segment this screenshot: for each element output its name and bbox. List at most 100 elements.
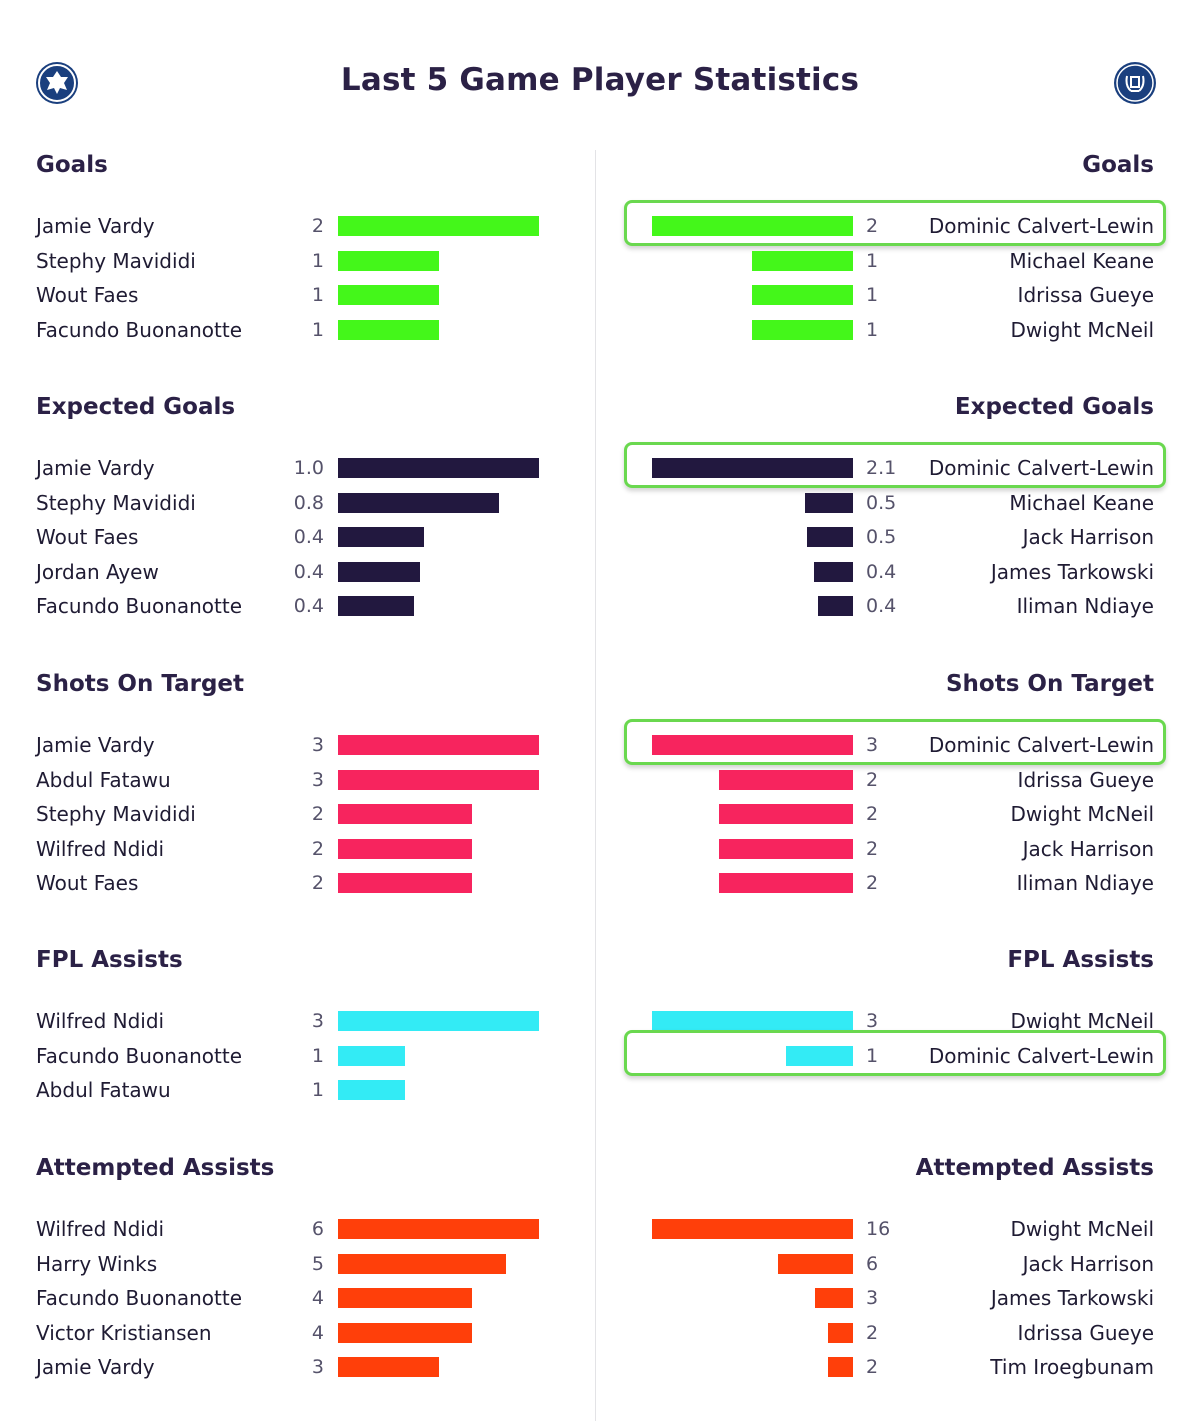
player-row: 4 Victor Kristiansen [0, 1319, 600, 1349]
stat-bar [828, 1322, 853, 1343]
stat-bar [338, 1219, 539, 1239]
stat-value: 2 [866, 768, 879, 791]
stat-bar [719, 769, 853, 790]
stat-bar [338, 1288, 472, 1309]
stat-bar [828, 1357, 853, 1378]
player-name: Idrissa Gueye [1017, 283, 1154, 308]
player-name: Stephy Mavididi [36, 248, 196, 273]
section-title: Expected Goals [954, 394, 1154, 420]
stat-value: 2 [311, 837, 324, 860]
player-row: 3 Dominic Calvert-Lewin [600, 719, 1200, 765]
stat-bar [778, 1253, 853, 1274]
player-row: 5 Harry Winks [0, 1250, 600, 1280]
stat-bar [338, 769, 539, 790]
player-name: Victor Kristiansen [36, 1320, 212, 1345]
player-row: 1 Dominic Calvert-Lewin [600, 1029, 1200, 1076]
stat-bar [338, 561, 420, 582]
stat-bar [652, 735, 853, 755]
player-name: Michael Keane [1009, 490, 1154, 515]
section-title: Shots On Target [36, 671, 245, 697]
player-name: Tim Iroegbunam [990, 1355, 1154, 1380]
stat-bar [719, 838, 853, 859]
stat-value: 2 [866, 837, 879, 860]
player-row: 3 Abdul Fatawu [0, 766, 600, 796]
stat-bar [338, 873, 472, 894]
stat-bar [338, 1011, 539, 1031]
stat-bar [338, 1322, 472, 1343]
stat-value: 6 [311, 1218, 324, 1240]
player-name: Jamie Vardy [36, 733, 155, 757]
stat-value: 0.4 [866, 560, 897, 583]
stat-bar [338, 458, 539, 478]
player-name: Facundo Buonanotte [36, 1043, 243, 1068]
stat-value: 4 [311, 1287, 324, 1310]
player-row: 0.4 Facundo Buonanotte [0, 592, 600, 622]
player-row: 2 Jamie Vardy [0, 212, 600, 242]
stat-value: 0.8 [293, 491, 324, 514]
player-row: 2 Stephy Mavididi [0, 800, 600, 830]
stat-value: 1 [311, 1079, 324, 1102]
player-name: James Tarkowski [990, 1286, 1154, 1311]
player-row: 1 Michael Keane [600, 247, 1200, 277]
stat-value: 2.1 [866, 457, 897, 479]
stat-value: 2 [311, 872, 324, 895]
section-title: Goals [1082, 152, 1154, 178]
stat-bar [338, 1253, 506, 1274]
stat-value: 2 [866, 1321, 879, 1344]
stat-bar [338, 735, 539, 755]
stat-value: 0.5 [866, 526, 897, 549]
player-row: 1 Facundo Buonanotte [0, 1042, 600, 1072]
player-row: 0.4 Wout Faes [0, 523, 600, 553]
stat-bar [338, 216, 539, 236]
player-name: Jordan Ayew [36, 559, 159, 584]
section-title: Attempted Assists [915, 1155, 1154, 1181]
stat-bar [752, 250, 853, 271]
player-name: Michael Keane [1009, 248, 1154, 273]
player-name: Dwight McNeil [1010, 317, 1154, 342]
stat-bar [786, 1045, 853, 1066]
player-row: 3 James Tarkowski [600, 1284, 1200, 1314]
player-row: 2 Dwight McNeil [600, 800, 1200, 830]
player-name: Dwight McNeil [1010, 1217, 1154, 1241]
stat-value: 2 [311, 215, 324, 237]
stat-value: 2 [866, 1356, 879, 1379]
stat-value: 1 [311, 318, 324, 341]
stat-value: 4 [311, 1321, 324, 1344]
player-row: 1 Dwight McNeil [600, 316, 1200, 346]
stat-value: 3 [311, 1010, 324, 1032]
stat-value: 0.4 [293, 560, 324, 583]
stat-bar [338, 527, 424, 548]
stat-value: 1 [311, 249, 324, 272]
stat-bar [338, 250, 439, 271]
stat-value: 5 [311, 1252, 324, 1275]
player-row: 0.4 Iliman Ndiaye [600, 592, 1200, 622]
stat-bar [338, 804, 472, 825]
player-name: Wout Faes [36, 871, 139, 896]
stat-value: 3 [311, 768, 324, 791]
stat-value: 16 [866, 1218, 891, 1240]
player-name: Idrissa Gueye [1017, 767, 1154, 792]
stat-value: 2 [311, 803, 324, 826]
section-title: Shots On Target [945, 671, 1154, 697]
player-name: Idrissa Gueye [1017, 1320, 1154, 1345]
player-name: Stephy Mavididi [36, 802, 196, 827]
stat-value: 1 [311, 1044, 324, 1067]
player-name: Facundo Buonanotte [36, 1286, 243, 1311]
right-team-column: Goals 2 Dominic Calvert-Lewin 1 Michael Kean… [600, 0, 1200, 1421]
section-title: Expected Goals [36, 394, 236, 420]
player-row: 2 Idrissa Gueye [600, 766, 1200, 796]
player-row: 1.0 Jamie Vardy [0, 454, 600, 484]
player-row: 3 Wilfred Ndidi [0, 1007, 600, 1037]
player-name: Stephy Mavididi [36, 490, 196, 515]
stat-bar [652, 216, 853, 236]
stat-value: 1.0 [293, 457, 324, 479]
stat-bar [338, 838, 472, 859]
player-row: 0.8 Stephy Mavididi [0, 489, 600, 519]
player-name: Abdul Fatawu [36, 767, 171, 792]
stat-bar [338, 285, 439, 306]
player-name: Iliman Ndiaye [1016, 871, 1154, 896]
player-row: 0.5 Michael Keane [600, 489, 1200, 519]
player-row: 1 Wout Faes [0, 281, 600, 311]
section-title: FPL Assists [36, 947, 183, 973]
player-name: Dominic Calvert-Lewin [928, 733, 1154, 757]
